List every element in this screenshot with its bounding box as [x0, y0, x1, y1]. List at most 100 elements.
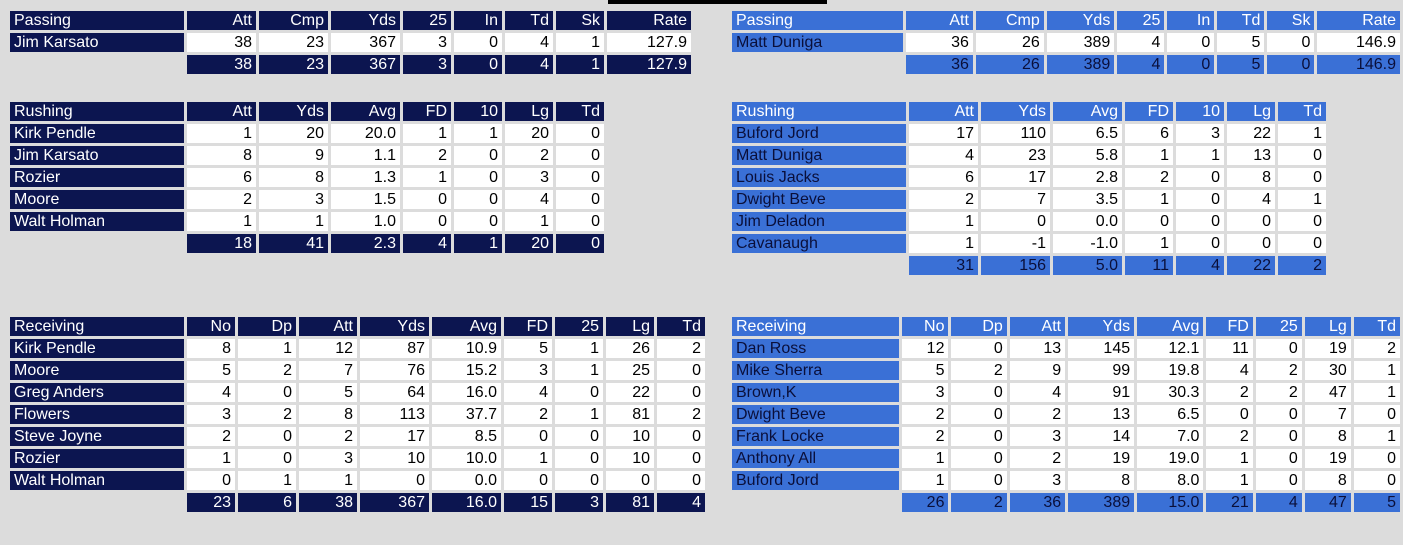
stat-value: 38 [187, 33, 256, 52]
stat-value: 2 [657, 339, 705, 358]
stat-value: 113 [360, 405, 429, 424]
rushing-section-title: Rushing [732, 102, 906, 121]
stat-value: 0 [1255, 471, 1302, 490]
stat-value: 36 [905, 33, 973, 52]
stat-value: 2 [902, 427, 949, 446]
total-value: 146.9 [1317, 55, 1400, 74]
stat-value: 2 [504, 405, 552, 424]
total-value: 0 [1167, 55, 1215, 74]
stat-value: -1.0 [1053, 234, 1122, 253]
stat-value: 0 [238, 427, 296, 446]
stat-value: 0 [1176, 212, 1224, 231]
column-header: In [454, 11, 502, 30]
stat-value: 9 [1009, 361, 1066, 380]
stat-value: 5.8 [1053, 146, 1122, 165]
table-row: Jim Deladon 1 0 0.0 0 0 0 0 [732, 212, 1326, 231]
player-name: Dwight Beve [732, 190, 906, 209]
title-bar-fragment [608, 0, 827, 4]
total-value: 156 [981, 256, 1050, 275]
stat-value: 1 [909, 234, 978, 253]
table-row: Anthony All 1 0 2 19 19.0 1 0 19 0 [732, 449, 1400, 468]
stat-value: 1 [1353, 383, 1400, 402]
stat-value: 17 [981, 168, 1050, 187]
stat-value: 1 [187, 124, 256, 143]
total-value: 2 [1278, 256, 1326, 275]
away-rushing-table: Rushing Att Yds Avg FD 10 Lg Td Kirk Pendle 1 20 20… [7, 99, 607, 256]
player-name: Louis Jacks [732, 168, 906, 187]
stat-value: 4 [1009, 383, 1066, 402]
total-value: 38 [187, 55, 256, 74]
receiving-section-title: Receiving [10, 317, 184, 336]
table-row: Greg Anders 4 0 5 64 16.0 4 0 22 0 [10, 383, 705, 402]
stat-value: 3 [504, 361, 552, 380]
stat-value: 19.8 [1137, 361, 1204, 380]
stat-value: 1 [902, 449, 949, 468]
total-value: 23 [187, 493, 235, 512]
stat-value: 0 [1206, 405, 1253, 424]
total-value: 0 [556, 234, 604, 253]
stat-value: 3 [1009, 427, 1066, 446]
column-header: Dp [238, 317, 296, 336]
stat-value: 0 [1227, 234, 1275, 253]
stat-value: 17 [909, 124, 978, 143]
stat-value: 0 [555, 383, 603, 402]
stat-value: 1 [238, 339, 296, 358]
totals-spacer [10, 55, 184, 74]
stat-value: 0 [1176, 190, 1224, 209]
stat-value: 1.5 [331, 190, 400, 209]
stat-value: 7 [1304, 405, 1351, 424]
total-value: 389 [1068, 493, 1135, 512]
stat-value: 7 [981, 190, 1050, 209]
stat-value: 19.0 [1137, 449, 1204, 468]
table-row: Cavanaugh 1 -1 -1.0 1 0 0 0 [732, 234, 1326, 253]
stat-value: 7.0 [1137, 427, 1204, 446]
stat-value: 0 [1278, 212, 1326, 231]
stat-value: 3 [299, 449, 357, 468]
stat-value: 3 [902, 383, 949, 402]
column-header: No [187, 317, 235, 336]
stat-value: 1 [909, 212, 978, 231]
table-row: Dwight Beve 2 0 2 13 6.5 0 0 7 0 [732, 405, 1400, 424]
stat-value: 2 [1206, 383, 1253, 402]
stat-value: 64 [360, 383, 429, 402]
stat-value: 20 [259, 124, 328, 143]
total-value: 2.3 [331, 234, 400, 253]
stat-value: 2 [187, 427, 235, 446]
column-header: Lg [1227, 102, 1275, 121]
stat-value: 3 [505, 168, 553, 187]
column-header: 25 [403, 11, 451, 30]
stat-value: 1 [1206, 449, 1253, 468]
column-header: 10 [1176, 102, 1224, 121]
player-name: Cavanaugh [732, 234, 906, 253]
stat-value: 146.9 [1317, 33, 1400, 52]
stat-value: 0 [1353, 471, 1400, 490]
stat-value: 1 [403, 168, 451, 187]
column-header: Att [187, 11, 256, 30]
stat-value: 10.9 [432, 339, 501, 358]
totals-row: 18 41 2.3 4 1 20 0 [10, 234, 604, 253]
stat-value: 0 [556, 168, 604, 187]
stat-value: 9 [259, 146, 328, 165]
stat-value: 389 [1046, 33, 1115, 52]
stat-value: 4 [505, 190, 553, 209]
stat-value: 1 [555, 405, 603, 424]
stat-value: 13 [1227, 146, 1275, 165]
total-value: 41 [259, 234, 328, 253]
player-name: Dwight Beve [732, 405, 900, 424]
table-row: Brown,K 3 0 4 91 30.3 2 2 47 1 [732, 383, 1400, 402]
stat-value: 1 [504, 449, 552, 468]
stat-value: 7 [299, 361, 357, 380]
stat-value: 10.0 [432, 449, 501, 468]
stat-value: 127.9 [607, 33, 691, 52]
stat-value: 37.7 [432, 405, 501, 424]
table-row: Jim Karsato 38 23 367 3 0 4 1 127.9 [10, 33, 691, 52]
stat-value: 8 [1304, 471, 1351, 490]
stat-value: 81 [606, 405, 654, 424]
stat-value: 13 [1009, 339, 1066, 358]
stat-value: 0 [504, 471, 552, 490]
stat-value: 1 [1125, 234, 1173, 253]
stat-value: 19 [1304, 339, 1351, 358]
column-header: Att [905, 11, 973, 30]
receiving-section-title: Receiving [732, 317, 900, 336]
stat-value: 1 [902, 471, 949, 490]
